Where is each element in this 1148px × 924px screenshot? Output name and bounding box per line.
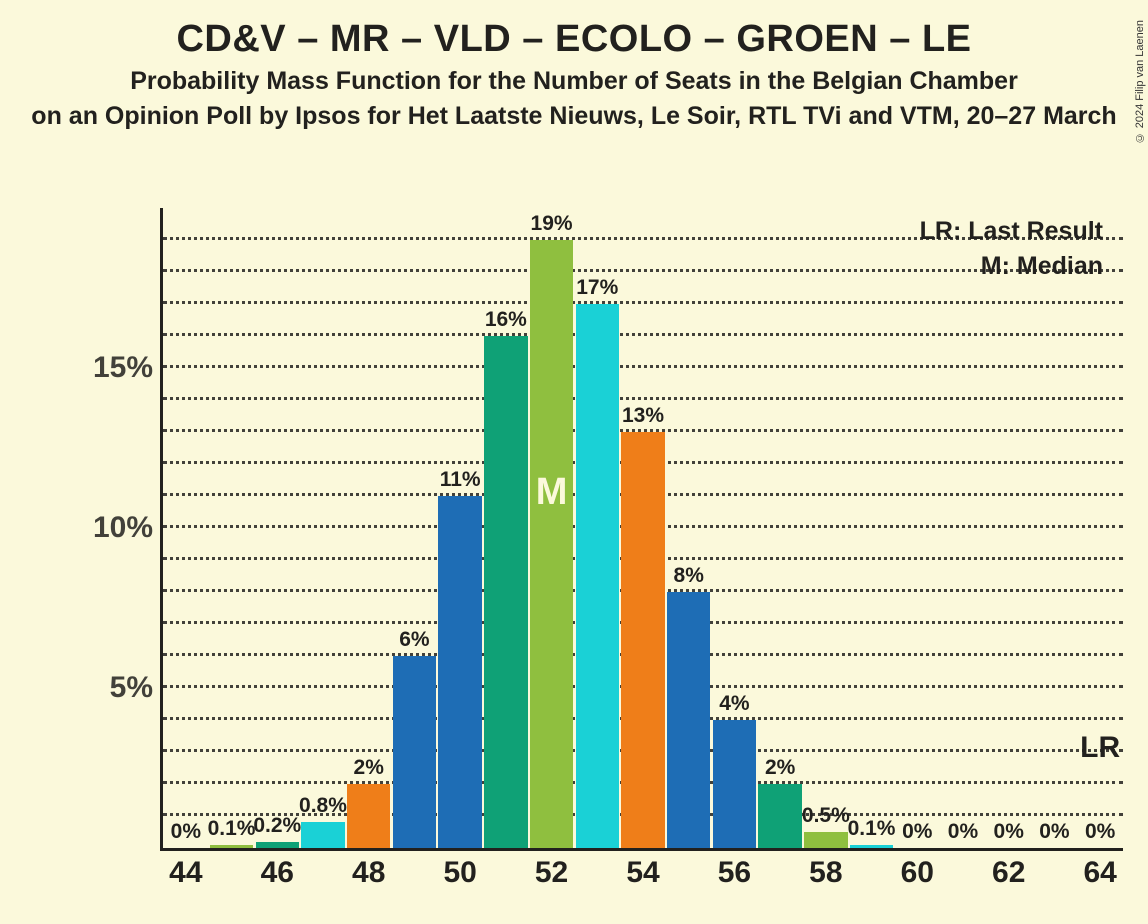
x-axis-label: 46 <box>261 856 294 890</box>
bar: 2% <box>347 784 390 848</box>
bar-value-label: 0.8% <box>299 794 347 818</box>
bar-value-label: 6% <box>399 628 429 652</box>
legend: LR: Last ResultM: Median <box>920 214 1103 284</box>
bar: 8% <box>667 592 710 848</box>
x-axis-label: 58 <box>809 856 842 890</box>
grid-line-major: 15% <box>163 365 1123 368</box>
grid-line-minor <box>163 301 1123 304</box>
x-axis-label: 62 <box>992 856 1025 890</box>
y-axis-label: 10% <box>93 511 153 545</box>
bar-value-label: 13% <box>622 404 664 428</box>
x-axis-label: 44 <box>169 856 202 890</box>
y-axis-label: 15% <box>93 351 153 385</box>
bar: 13% <box>621 432 664 848</box>
bar-value-label: 2% <box>765 756 795 780</box>
bar-value-label: 16% <box>485 308 527 332</box>
x-axis-label: 50 <box>443 856 476 890</box>
bar-value-label: 4% <box>719 692 749 716</box>
grid-line-minor <box>163 333 1123 336</box>
bar-value-label: 0.5% <box>802 804 850 828</box>
legend-m: M: Median <box>920 249 1103 284</box>
bar-value-label: 0% <box>171 820 201 844</box>
bar-value-label: 0% <box>1085 820 1115 844</box>
chart-title: CD&V – MR – VLD – ECOLO – GROEN – LE <box>0 18 1148 61</box>
bar-value-label: 0% <box>1039 820 1069 844</box>
copyright-text: © 2024 Filip van Laenen <box>1134 20 1146 143</box>
bar: 0.1% <box>210 845 253 848</box>
bar: 0.2% <box>256 842 299 848</box>
lr-marker: LR <box>1080 731 1120 765</box>
bar-value-label: 0.1% <box>848 817 896 841</box>
bar-value-label: 19% <box>531 212 573 236</box>
bar: 17% <box>576 304 619 848</box>
median-marker: M <box>536 471 568 514</box>
grid-line-minor <box>163 397 1123 400</box>
x-axis-label: 60 <box>901 856 934 890</box>
bar-value-label: 0% <box>994 820 1024 844</box>
y-axis-label: 5% <box>110 671 153 705</box>
bar-value-label: 2% <box>354 756 384 780</box>
bar: 2% <box>758 784 801 848</box>
bar-value-label: 11% <box>440 468 481 492</box>
x-axis-label: 64 <box>1083 856 1116 890</box>
bar-value-label: 17% <box>576 276 618 300</box>
bar: 0.5% <box>804 832 847 848</box>
bar-value-label: 0.1% <box>208 817 256 841</box>
bar-value-label: 0.2% <box>253 814 301 838</box>
bar: 4% <box>713 720 756 848</box>
x-axis-label: 48 <box>352 856 385 890</box>
bar: 16% <box>484 336 527 848</box>
bar-value-label: 8% <box>674 564 704 588</box>
chart-subtitle: Probability Mass Function for the Number… <box>0 67 1148 96</box>
bar: 0.1% <box>850 845 893 848</box>
bar-value-label: 0% <box>948 820 978 844</box>
pmf-bar-chart: 5%10%15%0%0.1%0.2%0.8%2%6%11%16%19%M17%1… <box>120 208 1120 848</box>
bar: 0.8% <box>301 822 344 848</box>
bar: 19%M <box>530 240 573 848</box>
x-axis-label: 52 <box>535 856 568 890</box>
bar-value-label: 0% <box>902 820 932 844</box>
x-axis-label: 54 <box>626 856 659 890</box>
bar: 11% <box>438 496 481 848</box>
legend-lr: LR: Last Result <box>920 214 1103 249</box>
bar: 6% <box>393 656 436 848</box>
plot-area: 5%10%15%0%0.1%0.2%0.8%2%6%11%16%19%M17%1… <box>160 208 1123 851</box>
x-axis-label: 56 <box>718 856 751 890</box>
chart-subtitle-2: on an Opinion Poll by Ipsos for Het Laat… <box>0 102 1148 131</box>
